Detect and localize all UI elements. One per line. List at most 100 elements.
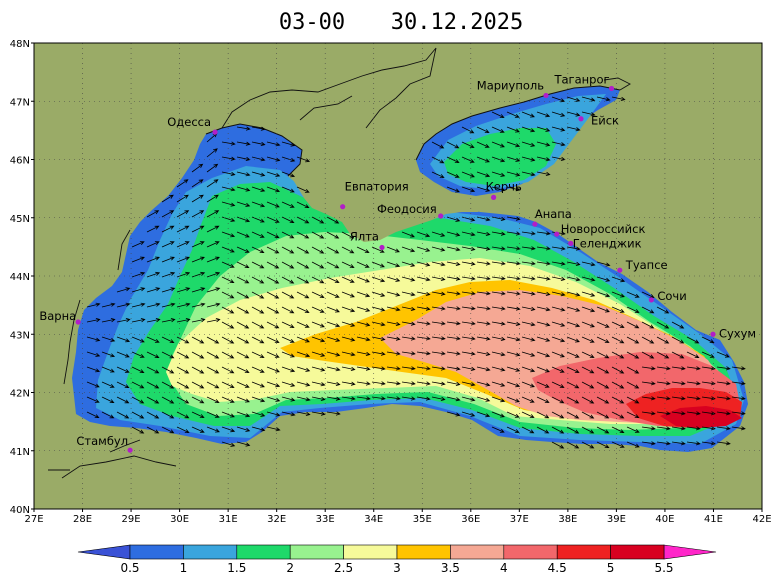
wind-arrow	[401, 381, 416, 386]
wind-arrow	[731, 426, 746, 431]
wind-arrow	[611, 336, 625, 344]
wind-arrow	[551, 351, 565, 358]
wind-arrow	[716, 426, 731, 431]
wind-arrow	[446, 276, 461, 281]
city-marker	[578, 116, 584, 122]
wind-arrow	[626, 306, 640, 313]
wind-arrow	[641, 441, 656, 446]
wind-arrow	[581, 96, 596, 102]
wind-arrow	[431, 396, 446, 401]
wind-arrow	[551, 411, 565, 419]
wind-arrow	[326, 411, 341, 416]
wind-arrow	[326, 321, 341, 328]
wind-arrow	[491, 336, 506, 341]
wind-arrow	[686, 411, 701, 416]
wind-arrow	[221, 366, 235, 374]
wind-arrow	[581, 261, 596, 267]
wind-arrow	[536, 156, 551, 162]
wind-arrow	[536, 351, 551, 358]
wind-arrow	[266, 216, 280, 223]
wind-arrow	[506, 246, 521, 251]
wind-arrow	[581, 426, 595, 434]
wind-arrow	[161, 287, 176, 293]
wind-arrows	[86, 96, 746, 449]
wind-arrow	[296, 276, 310, 284]
wind-arrow	[206, 241, 220, 248]
wind-arrow	[476, 276, 491, 281]
wind-arrow	[416, 321, 431, 326]
wind-arrow	[206, 426, 220, 433]
wind-arrow	[656, 426, 671, 431]
wind-arrow	[131, 318, 146, 323]
wind-arrow	[341, 321, 356, 327]
wind-arrow	[596, 291, 611, 298]
wind-arrow	[191, 426, 205, 433]
wind-arrow	[536, 291, 551, 296]
wind-arrow	[536, 111, 551, 118]
colorbar-label: 3.5	[441, 561, 460, 575]
city-label: Сочи	[657, 289, 686, 303]
wind-arrow	[596, 351, 610, 359]
wind-arrow	[176, 411, 190, 419]
lon-label: 34E	[364, 514, 383, 525]
wind-arrow	[521, 276, 536, 281]
wind-arrow	[521, 366, 536, 373]
wind-arrow	[461, 231, 476, 237]
wind-arrow	[101, 411, 115, 419]
wind-arrow	[221, 411, 235, 418]
wind-arrow	[206, 287, 221, 293]
wind-arrow	[446, 321, 461, 326]
coastline	[205, 85, 621, 177]
wind-arrow	[341, 366, 356, 371]
wind-arrow	[431, 156, 445, 164]
wind-arrow	[236, 291, 250, 299]
colorbar-segment	[556, 544, 611, 560]
wind-arrow	[326, 276, 340, 283]
wind-arrow	[446, 336, 461, 341]
wind-arrow	[311, 246, 325, 254]
wind-arrow	[491, 306, 506, 311]
wind-arrow	[191, 225, 205, 233]
wind-arrow	[491, 351, 506, 357]
city-marker	[568, 240, 574, 246]
wind-arrow	[266, 411, 281, 417]
city-marker	[543, 92, 549, 99]
wind-arrow	[251, 201, 266, 208]
wind-arrow	[491, 141, 505, 148]
wind-arrow	[566, 306, 581, 312]
wind-arrow	[596, 426, 610, 434]
city-label: Сухум	[719, 326, 756, 340]
wind-arrow	[191, 351, 205, 359]
wind-arrow	[326, 216, 340, 224]
wind-arrow	[431, 366, 446, 371]
wind-arrow	[191, 163, 204, 173]
lon-label: 33E	[316, 514, 335, 525]
wind-arrow	[506, 291, 521, 296]
city-label: Геленджик	[573, 236, 642, 250]
wind-arrow	[206, 179, 219, 188]
wind-arrow	[431, 246, 446, 252]
wind-arrow	[596, 276, 611, 282]
lat-label: 42N	[10, 389, 30, 400]
wind-arrow	[476, 411, 491, 418]
wind-arrow	[521, 411, 535, 418]
wind-arrow	[461, 186, 476, 193]
wind-arrow	[116, 381, 130, 388]
wind-arrow	[491, 366, 506, 372]
city-label: Ейск	[591, 114, 619, 128]
wind-arrow	[116, 396, 130, 404]
wind-arrow	[626, 426, 640, 433]
wind-arrow	[161, 411, 175, 419]
wind-arrow	[146, 287, 161, 293]
wind-arrow	[536, 396, 550, 403]
wind-arrow	[476, 231, 491, 236]
wind-arrow	[536, 336, 551, 342]
wind-arrow	[581, 351, 595, 358]
wind-arrow	[491, 246, 506, 251]
wind-arrow	[476, 396, 491, 402]
wind-arrow	[401, 276, 416, 282]
wind-arrow	[101, 302, 116, 308]
wind-arrow	[431, 321, 446, 326]
wind-arrow	[581, 276, 596, 282]
wind-arrow	[491, 261, 506, 266]
